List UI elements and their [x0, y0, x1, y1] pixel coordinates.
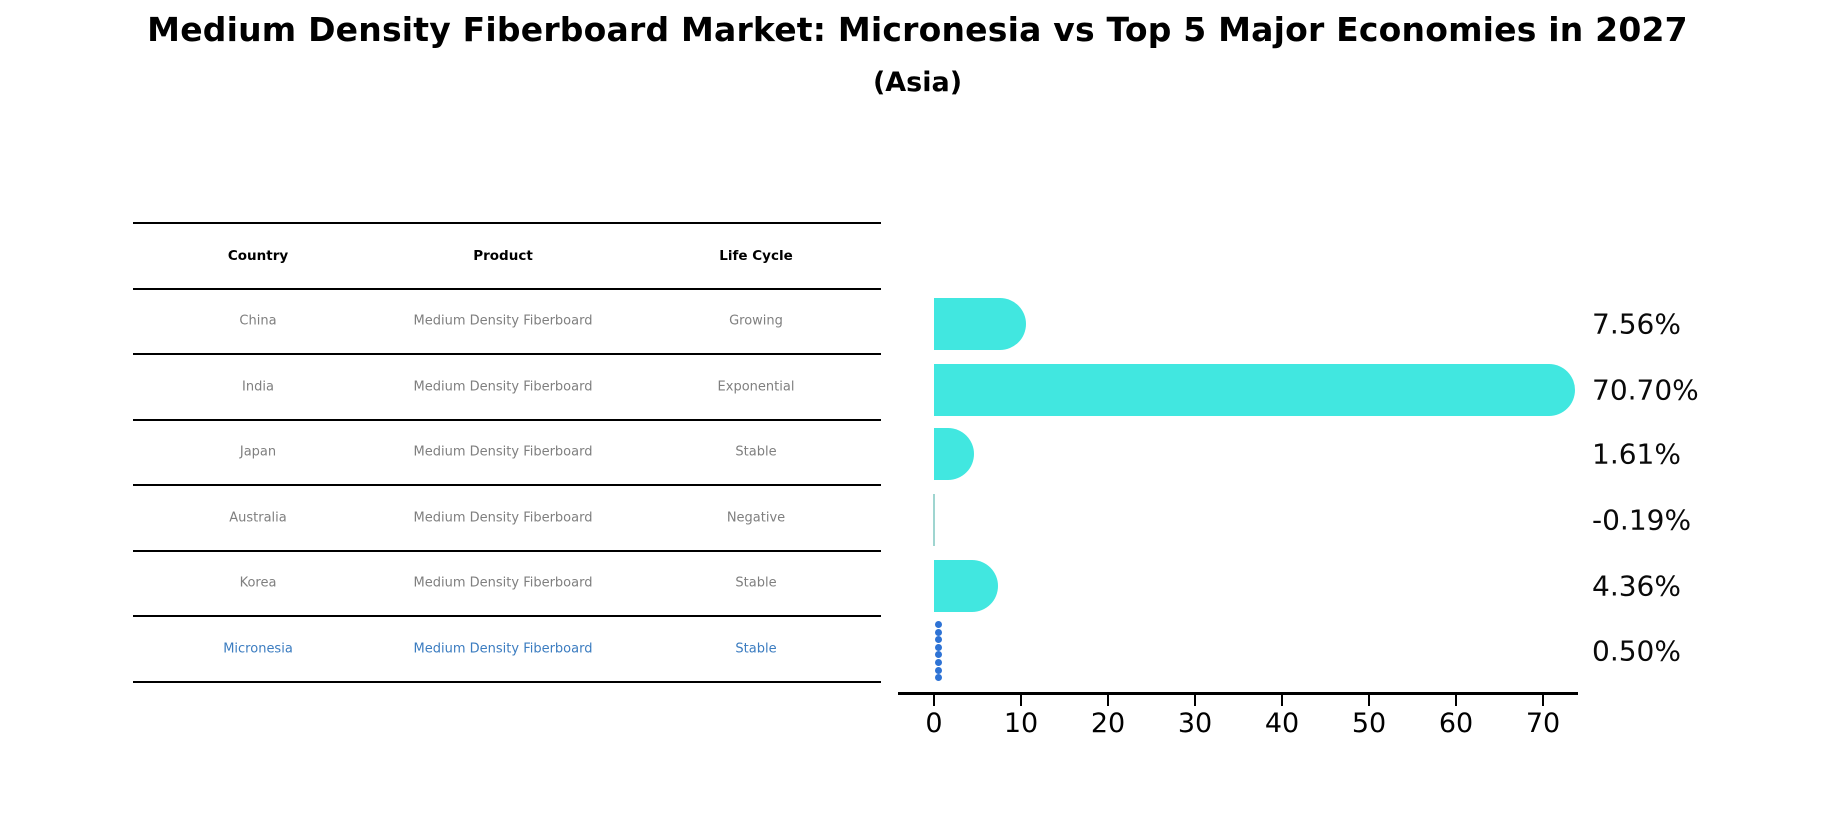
value-label-india: 70.70% [1592, 373, 1699, 407]
table-cell-china-2: Growing [729, 313, 783, 329]
table-divider-1 [133, 288, 881, 290]
table-cell-micronesia-0: Micronesia [223, 641, 293, 657]
marker-dot [934, 628, 942, 636]
value-label-korea: 4.36% [1592, 569, 1681, 603]
table-cell-korea-1: Medium Density Fiberboard [413, 575, 593, 591]
table-cell-china-1: Medium Density Fiberboard [413, 313, 593, 329]
table-cell-korea-0: Korea [239, 575, 277, 591]
value-label-china: 7.56% [1592, 307, 1681, 341]
table-header-product: Product [473, 248, 533, 264]
value-label-australia: -0.19% [1592, 503, 1692, 537]
marker-dotted-micronesia [934, 621, 942, 682]
x-tick-label-60: 60 [1438, 708, 1474, 739]
x-tick-50 [1368, 695, 1370, 706]
x-tick-label-30: 30 [1177, 708, 1213, 739]
table-cell-india-2: Exponential [717, 379, 795, 395]
x-tick-40 [1281, 695, 1283, 706]
table-divider-5 [133, 550, 881, 552]
x-tick-20 [1107, 695, 1109, 706]
table-cell-micronesia-2: Stable [735, 641, 777, 657]
x-tick-label-50: 50 [1351, 708, 1387, 739]
marker-dot [934, 636, 942, 644]
x-tick-30 [1194, 695, 1196, 706]
x-tick-label-10: 10 [1003, 708, 1039, 739]
table-divider-3 [133, 419, 881, 421]
x-tick-70 [1542, 695, 1544, 706]
table-divider-7 [133, 681, 881, 683]
value-label-japan: 1.61% [1592, 437, 1681, 471]
bar-china [934, 298, 1026, 350]
bar-australia [933, 494, 935, 546]
table-cell-korea-2: Stable [735, 575, 777, 591]
x-tick-label-20: 20 [1090, 708, 1126, 739]
marker-dot [934, 666, 942, 674]
table-cell-australia-0: Australia [229, 510, 287, 526]
value-label-micronesia: 0.50% [1592, 634, 1681, 668]
x-axis-line [898, 692, 1578, 695]
table-cell-australia-2: Negative [726, 510, 786, 526]
table-cell-india-0: India [242, 379, 274, 395]
table-header-country: Country [227, 248, 289, 264]
table-divider-2 [133, 353, 881, 355]
bar-japan [934, 428, 974, 480]
chart-title: Medium Density Fiberboard Market: Micron… [147, 10, 1688, 49]
table-divider-4 [133, 484, 881, 486]
table-cell-china-0: China [239, 313, 277, 329]
table-cell-japan-0: Japan [239, 444, 277, 460]
marker-dot [934, 651, 942, 659]
table-cell-micronesia-1: Medium Density Fiberboard [413, 641, 593, 657]
marker-dot [934, 658, 942, 666]
x-tick-10 [1020, 695, 1022, 706]
table-cell-japan-1: Medium Density Fiberboard [413, 444, 593, 460]
chart-subtitle: (Asia) [872, 67, 963, 98]
bar-india [934, 364, 1576, 416]
table-cell-japan-2: Stable [735, 444, 777, 460]
table-cell-australia-1: Medium Density Fiberboard [413, 510, 593, 526]
x-tick-label-70: 70 [1525, 708, 1561, 739]
bar-korea [934, 560, 998, 612]
marker-dot [934, 674, 942, 682]
table-cell-india-1: Medium Density Fiberboard [413, 379, 593, 395]
marker-dot [934, 621, 942, 628]
marker-dot [934, 643, 942, 651]
table-divider-6 [133, 615, 881, 617]
table-divider-0 [133, 222, 881, 224]
x-tick-label-40: 40 [1264, 708, 1300, 739]
x-tick-0 [933, 695, 935, 706]
table-header-life-cycle: Life Cycle [719, 248, 793, 264]
x-tick-label-0: 0 [925, 708, 943, 739]
x-tick-60 [1455, 695, 1457, 706]
